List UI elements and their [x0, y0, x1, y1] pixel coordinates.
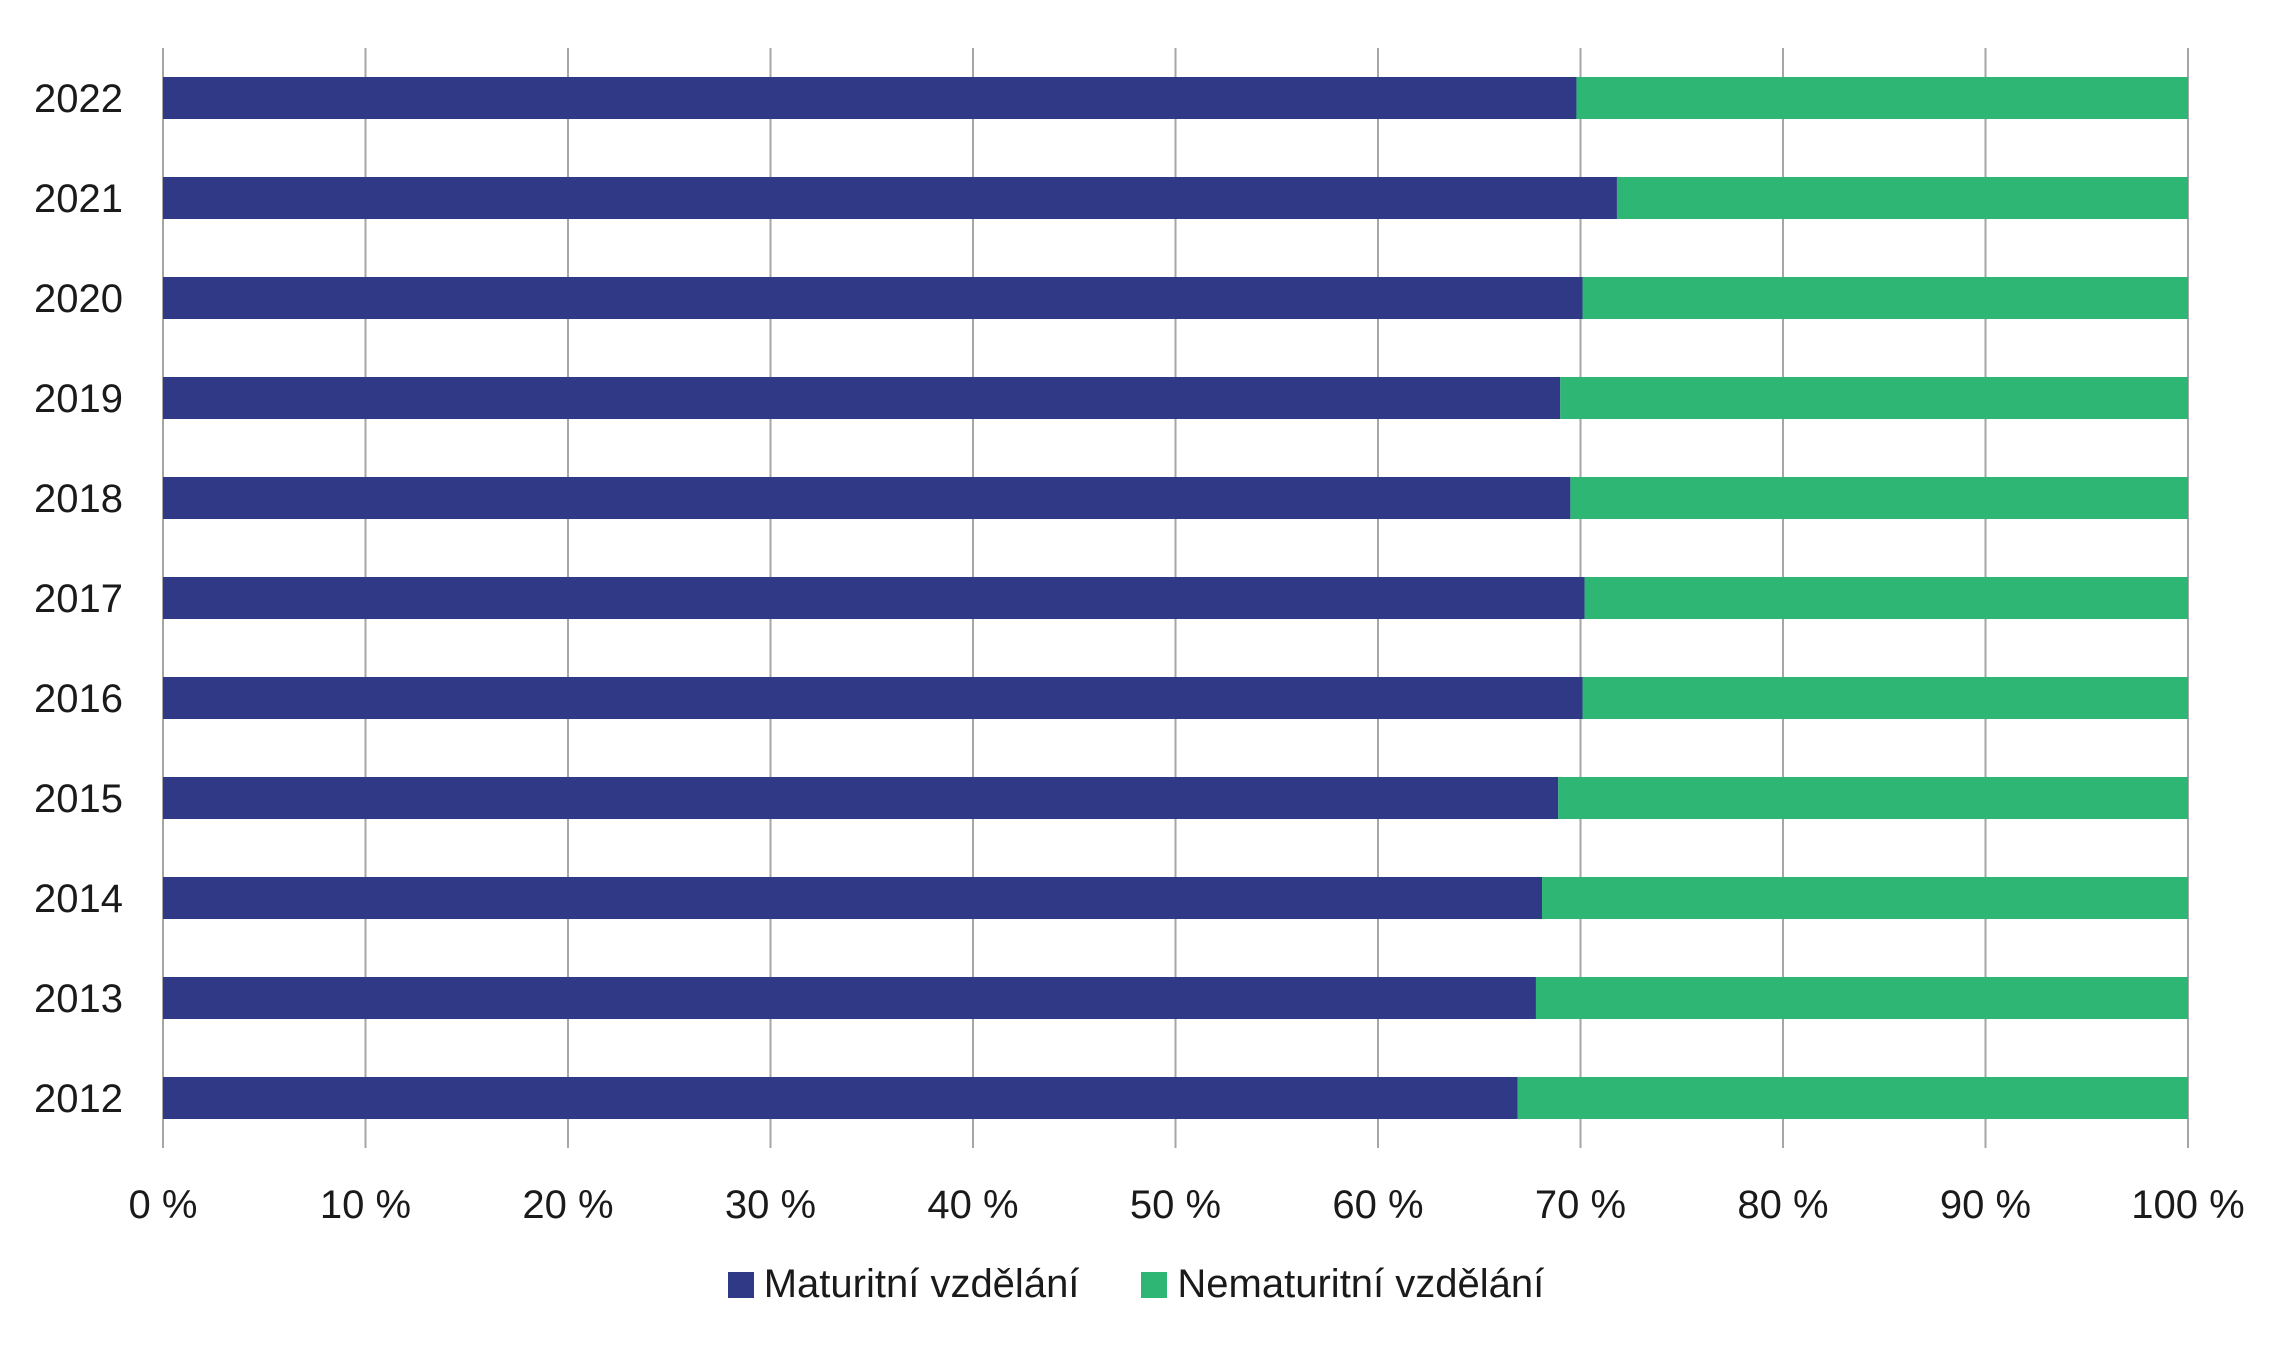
y-category-label: 2021 — [34, 177, 123, 221]
bar-segment-series-2 — [1616, 177, 2188, 219]
legend: Maturitní vzdělání Nematuritní vzdělání — [0, 1262, 2272, 1307]
x-tick-label: 60 % — [1332, 1183, 1423, 1227]
x-tick-label: 30 % — [725, 1183, 816, 1227]
bar-segment-series-1 — [163, 877, 1543, 919]
x-axis-tick-labels: 0 % 10 % 20 % 30 % 40 % 50 % 60 % 70 % 80 % 90 % 1… — [129, 1183, 2245, 1227]
bar-segment-series-2 — [1582, 277, 2188, 319]
bar-segment-series-2 — [1535, 977, 2188, 1019]
x-tick-label: 100 % — [2131, 1183, 2244, 1227]
x-tick-label: 80 % — [1737, 1183, 1828, 1227]
bar-segment-series-1 — [163, 577, 1585, 619]
y-category-label: 2017 — [34, 577, 123, 621]
x-tick-label: 90 % — [1940, 1183, 2031, 1227]
bar-segment-series-2 — [1576, 77, 2188, 119]
x-tick-label: 0 % — [129, 1183, 198, 1227]
bar-segment-series-1 — [163, 977, 1536, 1019]
x-tick-label: 40 % — [927, 1183, 1018, 1227]
legend-label-series-1: Maturitní vzdělání — [763, 1262, 1080, 1306]
x-tick-label: 20 % — [522, 1183, 613, 1227]
y-category-label: 2019 — [34, 377, 123, 421]
bar-segment-series-2 — [1560, 377, 2188, 419]
legend-item-series-2: Nematuritní vzdělání — [1141, 1262, 1544, 1307]
bar-segment-series-1 — [163, 277, 1583, 319]
bar-segment-series-1 — [163, 777, 1559, 819]
bar-segment-series-1 — [163, 1077, 1518, 1119]
bars — [163, 77, 2188, 1119]
bar-segment-series-1 — [163, 377, 1561, 419]
bar-segment-series-2 — [1584, 577, 2188, 619]
bar-segment-series-1 — [163, 177, 1617, 219]
x-tick-label: 70 % — [1535, 1183, 1626, 1227]
bar-segment-series-2 — [1570, 477, 2188, 519]
y-category-label: 2018 — [34, 477, 123, 521]
bar-segment-series-2 — [1558, 777, 2188, 819]
bar-segment-series-1 — [163, 677, 1583, 719]
y-category-label: 2022 — [34, 77, 123, 121]
legend-swatch-series-2 — [1141, 1271, 1168, 1298]
bar-segment-series-1 — [163, 77, 1577, 119]
legend-item-series-1: Maturitní vzdělání — [727, 1262, 1080, 1307]
x-tick-label: 50 % — [1130, 1183, 1221, 1227]
y-category-label: 2013 — [34, 977, 123, 1021]
y-category-label: 2015 — [34, 777, 123, 821]
bar-segment-series-1 — [163, 477, 1571, 519]
bar-segment-series-2 — [1542, 877, 2188, 919]
y-axis-category-labels: 2022 2021 2020 2019 2018 2017 2016 2015 2014 2013… — [34, 77, 123, 1121]
bar-segment-series-2 — [1582, 677, 2188, 719]
y-category-label: 2016 — [34, 677, 123, 721]
legend-label-series-2: Nematuritní vzdělání — [1177, 1262, 1545, 1306]
x-tick-label: 10 % — [320, 1183, 411, 1227]
y-category-label: 2012 — [34, 1077, 123, 1121]
bar-segment-series-2 — [1517, 1077, 2188, 1119]
y-category-label: 2020 — [34, 277, 123, 321]
legend-swatch-series-1 — [727, 1271, 754, 1298]
y-category-label: 2014 — [34, 877, 123, 921]
